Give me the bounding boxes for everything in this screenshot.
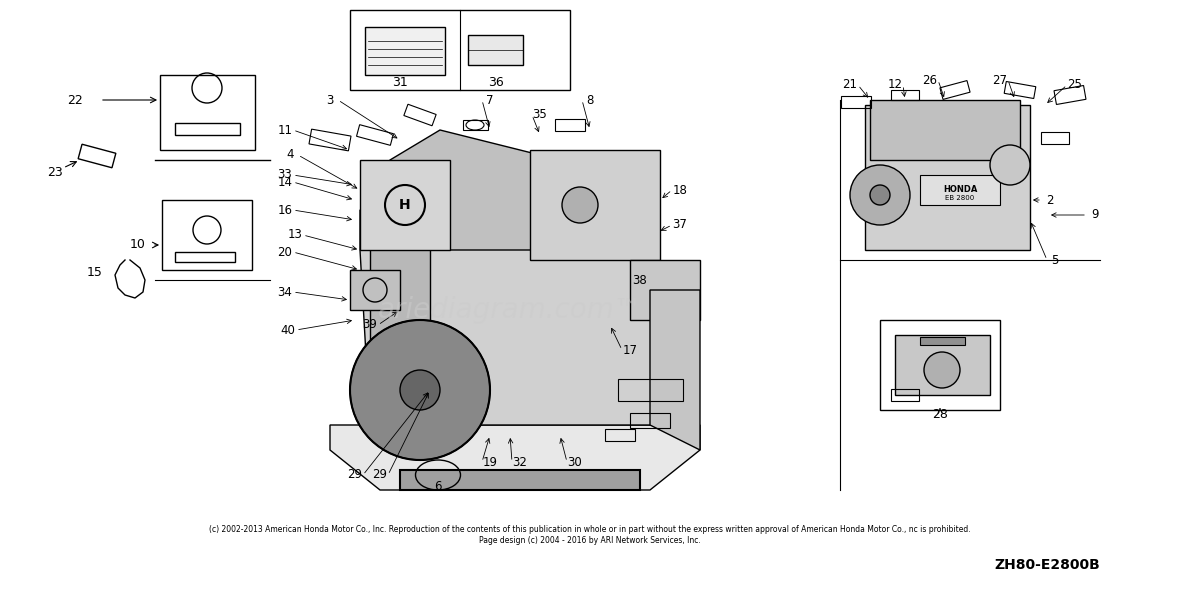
Polygon shape: [360, 160, 450, 250]
Text: 30: 30: [568, 455, 583, 468]
Text: 12: 12: [887, 78, 903, 91]
Polygon shape: [360, 210, 660, 425]
Polygon shape: [630, 260, 700, 320]
Text: 15: 15: [87, 266, 103, 278]
Circle shape: [850, 165, 910, 225]
Text: 36: 36: [489, 76, 504, 88]
Text: 34: 34: [277, 286, 293, 299]
Text: 14: 14: [277, 175, 293, 188]
Text: ariediagram.com™: ariediagram.com™: [378, 296, 642, 324]
Text: 22: 22: [67, 93, 83, 107]
Bar: [468, 35, 523, 65]
Circle shape: [350, 320, 490, 460]
Polygon shape: [530, 150, 660, 260]
Polygon shape: [350, 270, 400, 310]
Text: 39: 39: [362, 319, 378, 332]
Text: 40: 40: [281, 323, 295, 336]
Text: 26: 26: [923, 74, 937, 87]
Circle shape: [400, 370, 440, 410]
Text: 37: 37: [673, 218, 688, 231]
Polygon shape: [650, 290, 700, 450]
Text: 25: 25: [1068, 78, 1082, 91]
Text: H: H: [399, 198, 411, 212]
Text: 23: 23: [47, 166, 63, 179]
Bar: [920, 175, 999, 205]
Text: 8: 8: [586, 93, 594, 107]
Polygon shape: [894, 335, 990, 395]
Bar: [880, 320, 999, 410]
Polygon shape: [330, 425, 700, 490]
Text: 11: 11: [277, 123, 293, 136]
Text: 38: 38: [632, 274, 648, 287]
Text: 2: 2: [1047, 194, 1054, 206]
Text: EB 2800: EB 2800: [945, 195, 975, 201]
Text: 13: 13: [288, 228, 302, 241]
Text: 29: 29: [373, 468, 387, 481]
Bar: [920, 337, 965, 345]
Text: 18: 18: [673, 183, 688, 196]
Polygon shape: [400, 470, 640, 490]
Text: 6: 6: [434, 480, 441, 493]
Text: 35: 35: [532, 109, 548, 122]
Text: 31: 31: [392, 76, 408, 88]
Bar: [350, 10, 570, 90]
Bar: [175, 123, 240, 135]
Text: 17: 17: [623, 343, 637, 356]
Polygon shape: [870, 100, 1020, 160]
Text: 21: 21: [843, 78, 858, 91]
Text: 28: 28: [932, 408, 948, 421]
Circle shape: [990, 145, 1030, 185]
Circle shape: [924, 352, 961, 388]
Text: ZH80-E2800B: ZH80-E2800B: [995, 558, 1100, 572]
Text: 16: 16: [277, 204, 293, 217]
Text: 3: 3: [327, 93, 334, 107]
Bar: [162, 200, 253, 270]
Text: 32: 32: [512, 455, 527, 468]
Polygon shape: [391, 130, 560, 250]
Text: 29: 29: [347, 468, 362, 481]
Bar: [365, 27, 445, 75]
Text: 7: 7: [486, 93, 493, 107]
Text: 19: 19: [483, 455, 498, 468]
Text: 9: 9: [1092, 208, 1099, 221]
Text: 33: 33: [277, 169, 293, 182]
Text: HONDA: HONDA: [943, 185, 977, 195]
Circle shape: [562, 187, 598, 223]
Bar: [175, 252, 235, 262]
Bar: [160, 75, 255, 150]
Text: (c) 2002-2013 American Honda Motor Co., Inc. Reproduction of the contents of thi: (c) 2002-2013 American Honda Motor Co., …: [209, 525, 971, 545]
Text: 5: 5: [1051, 254, 1058, 267]
Text: 10: 10: [130, 238, 146, 251]
Polygon shape: [865, 105, 1030, 250]
Circle shape: [870, 185, 890, 205]
Text: 4: 4: [287, 149, 294, 162]
Text: 27: 27: [992, 74, 1008, 87]
Text: 20: 20: [277, 245, 293, 258]
Polygon shape: [371, 210, 430, 350]
